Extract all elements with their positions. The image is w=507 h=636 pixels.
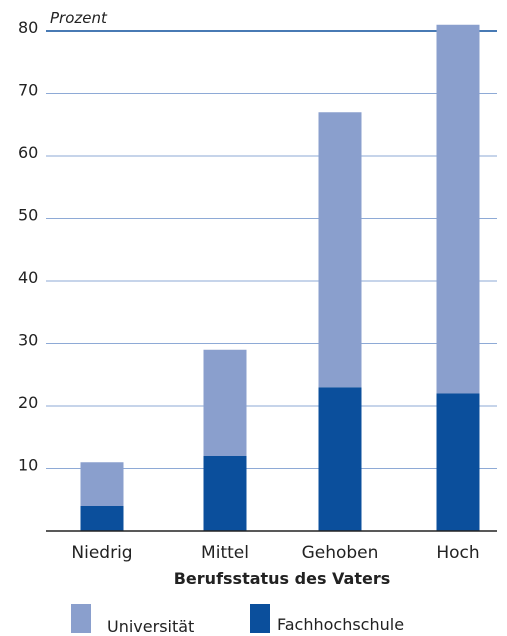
bar-fachhochschule [203,456,247,531]
y-tick-labels: 10 20 30 40 50 60 70 80 [18,18,38,475]
y-tick-label: 50 [18,206,38,225]
y-tick-label: 20 [18,393,38,412]
y-tick-label: 40 [18,268,38,287]
legend-label-fachhochschule: Fachhochschule [277,615,404,634]
x-tick-label: Niedrig [71,543,132,563]
legend-swatch-universitaet [71,604,91,633]
legend: Universität Fachhochschule [71,604,404,636]
bar-universitaet [203,349,247,456]
y-tick-label: 70 [18,81,38,100]
legend-label-universitaet: Universität [107,617,194,636]
bar-universitaet [318,112,362,388]
bar-fachhochschule [80,506,124,531]
y-axis-label: Prozent [50,9,108,27]
y-tick-label: 80 [18,18,38,37]
y-tick-label: 60 [18,143,38,162]
gridlines [46,30,497,469]
bar-fachhochschule [436,393,480,531]
bar-fachhochschule [318,387,362,531]
y-tick-label: 30 [18,331,38,350]
bar-universitaet [436,24,480,394]
x-axis-label: Berufsstatus des Vaters [174,569,391,588]
y-tick-label: 10 [18,456,38,475]
x-tick-label: Gehoben [302,543,379,563]
bar-universitaet [80,462,124,506]
x-tick-labels: Niedrig Mittel Gehoben Hoch [71,543,479,563]
x-tick-label: Hoch [436,543,479,563]
bars [80,24,480,531]
x-tick-label: Mittel [201,543,249,563]
legend-swatch-fachhochschule [250,604,270,633]
